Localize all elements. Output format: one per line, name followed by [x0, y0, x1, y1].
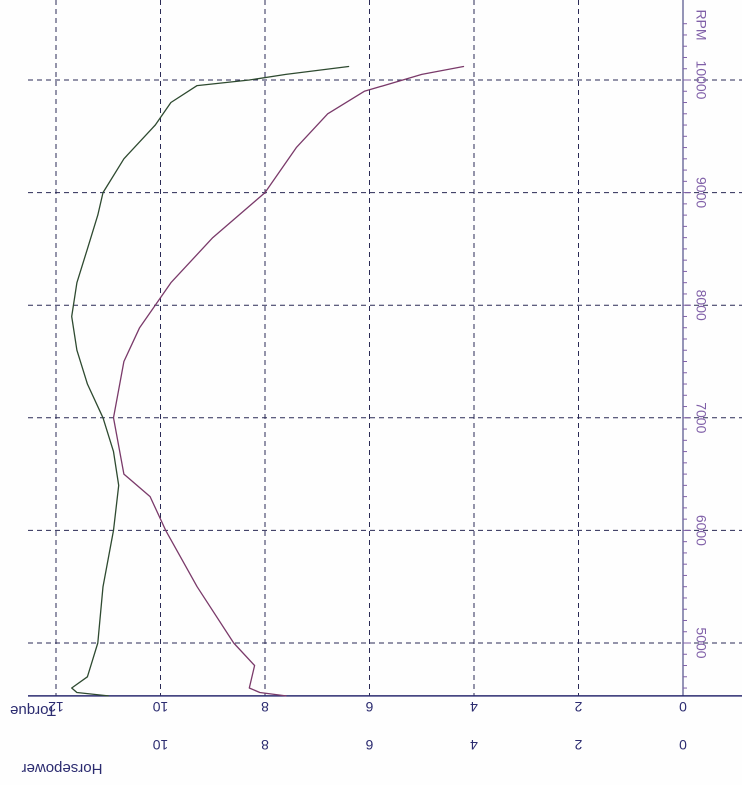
torque-tick-label-0: 0: [679, 699, 687, 715]
torque-tick-label-4: 4: [470, 699, 478, 715]
torque-tick-label-12: 12: [48, 699, 64, 715]
horsepower-tick-label-4: 4: [470, 737, 478, 753]
horsepower-tick-label-0: 0: [679, 737, 687, 753]
rpm-axis-label: RPM: [693, 9, 709, 40]
rpm-tick-label-9000: 9000: [693, 177, 709, 208]
horsepower-tick-label-2: 2: [574, 737, 582, 753]
torque-tick-label-10: 10: [153, 699, 169, 715]
rpm-tick-label-10000: 10000: [693, 61, 709, 100]
rpm-tick-label-5000: 5000: [693, 627, 709, 658]
torque-tick-label-8: 8: [261, 699, 269, 715]
grid: [28, 0, 742, 696]
torque-series-line: [71, 65, 350, 697]
series: [71, 65, 465, 697]
torque-tick-label-2: 2: [574, 699, 582, 715]
horsepower-tick-label-8: 8: [261, 737, 269, 753]
torque-axis-label: Torque: [10, 702, 56, 719]
horsepower-series-line: [112, 65, 465, 697]
rpm-tick-label-7000: 7000: [693, 402, 709, 433]
axes: [28, 0, 742, 697]
horsepower-tick-label-6: 6: [365, 737, 373, 753]
torque-tick-label-6: 6: [365, 699, 373, 715]
tick-labels: 5000 6000 7000 8000 9000 10000 RPM 0 2 4 6 8 10 12Tor…: [10, 9, 709, 777]
rpm-tick-label-8000: 8000: [693, 290, 709, 321]
rpm-tick-label-6000: 6000: [693, 515, 709, 546]
horsepower-tick-label-10: 10: [153, 737, 169, 753]
horsepower-axis-label: Horsepower: [22, 760, 103, 777]
